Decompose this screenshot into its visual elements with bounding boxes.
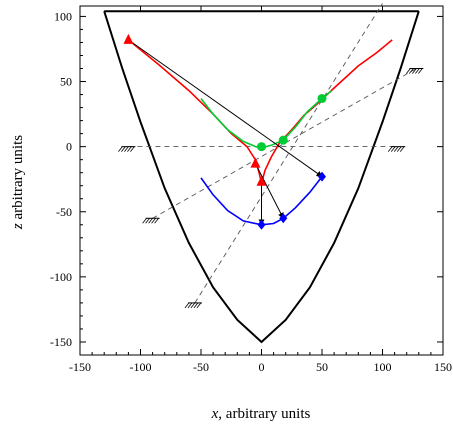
support-left-h-hatch	[124, 146, 129, 152]
marker-circle	[257, 142, 266, 152]
support-left-low-hatch	[154, 218, 159, 224]
support-right-up-hatch	[415, 68, 420, 74]
marker-circle	[317, 93, 327, 103]
support-bottom-hatch	[196, 302, 202, 309]
support-right-h-hatch	[387, 146, 393, 152]
support-bottom-hatch	[190, 302, 196, 309]
marker-diamond	[318, 171, 326, 182]
support-right-up-hatch	[418, 68, 423, 74]
series-green-curve	[200, 89, 333, 149]
y-axis-label: z arbitrary units	[10, 135, 26, 230]
x-tick-label: -50	[193, 360, 209, 374]
support-left-h-hatch	[127, 146, 132, 152]
y-tick-label: 50	[60, 75, 72, 89]
arrow	[255, 163, 284, 219]
support-bottom-hatch	[187, 302, 193, 309]
support-bottom-hatch	[184, 302, 190, 309]
y-axis-label-rest: arbitrary units	[10, 135, 26, 223]
series-red-curve	[127, 39, 393, 184]
plot-area	[103, 3, 424, 344]
marker-circle	[278, 135, 288, 145]
arrow	[128, 39, 323, 178]
support-left-h-hatch	[121, 146, 126, 152]
support-bottom-hatch	[193, 302, 199, 309]
x-tick-label: -100	[130, 360, 152, 374]
x-tick-label: 150	[434, 360, 452, 374]
support-right-up	[406, 68, 424, 74]
support-right-up-hatch	[412, 68, 417, 74]
support-bottom	[184, 302, 202, 309]
support-left-h-hatch	[118, 146, 123, 152]
support-right-h-hatch	[390, 146, 396, 152]
support-left-low-hatch	[148, 218, 153, 224]
x-tick-label: -150	[69, 360, 91, 374]
support-left-h-hatch	[130, 146, 135, 152]
x-tick-label: 0	[259, 360, 265, 374]
x-axis-label: x, arbitrary units	[211, 406, 311, 422]
support-right-h-hatch	[393, 146, 399, 152]
y-tick-label: -150	[50, 335, 72, 349]
support-left-h	[118, 146, 136, 152]
y-tick-label: 0	[66, 140, 72, 154]
dashed-line-diag-shallow	[152, 68, 417, 219]
dashed-line-diag-steep	[194, 3, 383, 304]
x-tick-label: 50	[316, 360, 328, 374]
bowl-profile	[103, 10, 420, 344]
support-left-low-hatch	[151, 218, 156, 224]
x-axis-label-var: x	[211, 406, 219, 422]
support-left-low	[142, 217, 160, 224]
marker-triangle	[256, 175, 267, 186]
x-tick-label: 100	[374, 360, 392, 374]
marker-triangle	[250, 157, 261, 168]
marker-diamond	[257, 219, 266, 230]
support-left-low-hatch	[142, 218, 147, 224]
support-right-h-hatch	[399, 146, 405, 152]
support-right-h-hatch	[396, 146, 402, 152]
support-right-h	[387, 146, 406, 152]
y-tick-label: 100	[54, 9, 72, 23]
support-left-low-hatch	[145, 218, 150, 224]
series-blue-curve	[200, 176, 323, 226]
support-right-up-hatch	[406, 68, 411, 74]
y-tick-label: -50	[56, 205, 72, 219]
y-tick-label: -100	[50, 270, 72, 284]
marker-triangle	[123, 33, 134, 44]
x-axis: -150 -100 -50 0 50 100 150	[69, 6, 452, 374]
support-right-up-hatch	[409, 68, 414, 74]
x-axis-label-rest: , arbitrary units	[218, 406, 310, 422]
y-axis-label-var: z	[10, 223, 26, 230]
y-axis: -150 -100 -50 0 50 100	[50, 9, 443, 349]
marker-diamond	[279, 213, 288, 224]
